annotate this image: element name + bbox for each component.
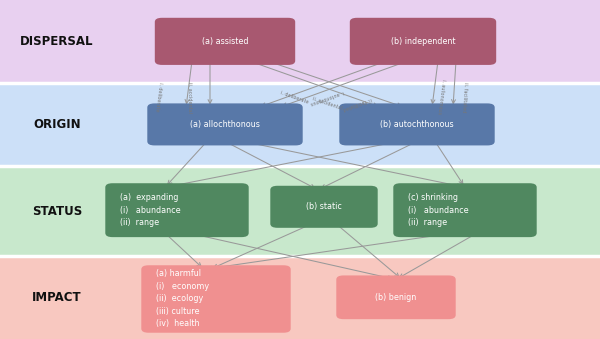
Bar (0, 256, 600, 339)
Text: ii. facilitated: ii. facilitated (461, 82, 469, 113)
FancyBboxPatch shape (340, 103, 494, 145)
Text: IMPACT: IMPACT (32, 291, 82, 304)
Bar (0, 83, 600, 166)
Text: (a) assisted: (a) assisted (202, 37, 248, 46)
Text: (a) allochthonous: (a) allochthonous (190, 120, 260, 129)
FancyBboxPatch shape (148, 103, 303, 145)
Text: (b) static: (b) static (306, 202, 342, 211)
Text: i. deliberate: i. deliberate (279, 91, 309, 105)
FancyBboxPatch shape (106, 183, 249, 237)
Text: ii. facilitated: ii. facilitated (342, 96, 372, 111)
Text: STATUS: STATUS (32, 205, 82, 218)
Text: ORIGIN: ORIGIN (33, 118, 81, 131)
Bar (0, 0, 600, 83)
Text: i. autonomous: i. autonomous (436, 79, 446, 114)
Text: (c) shrinking
(i)   abundance
(ii)  range: (c) shrinking (i) abundance (ii) range (408, 193, 469, 227)
Text: i. deliberate: i. deliberate (155, 82, 163, 112)
Text: (a) harmful
(i)   economy
(ii)  ecology
(iii) culture
(iv)  health: (a) harmful (i) economy (ii) ecology (ii… (156, 270, 209, 328)
Text: (b) independent: (b) independent (391, 37, 455, 46)
Text: ii. accidental: ii. accidental (187, 82, 191, 113)
Text: (b) autochthonous: (b) autochthonous (380, 120, 454, 129)
Text: DISPERSAL: DISPERSAL (20, 35, 94, 48)
FancyBboxPatch shape (155, 18, 295, 65)
FancyBboxPatch shape (350, 18, 496, 65)
Text: (b) benign: (b) benign (376, 293, 416, 302)
Bar (0, 166, 600, 256)
Text: ii. accidental: ii. accidental (311, 96, 343, 111)
FancyBboxPatch shape (271, 186, 378, 228)
FancyBboxPatch shape (394, 183, 536, 237)
Text: (a)  expanding
(i)   abundance
(ii)  range: (a) expanding (i) abundance (ii) range (120, 193, 181, 227)
FancyBboxPatch shape (142, 265, 290, 333)
FancyBboxPatch shape (337, 275, 456, 319)
Text: i. autonomous: i. autonomous (310, 89, 344, 106)
